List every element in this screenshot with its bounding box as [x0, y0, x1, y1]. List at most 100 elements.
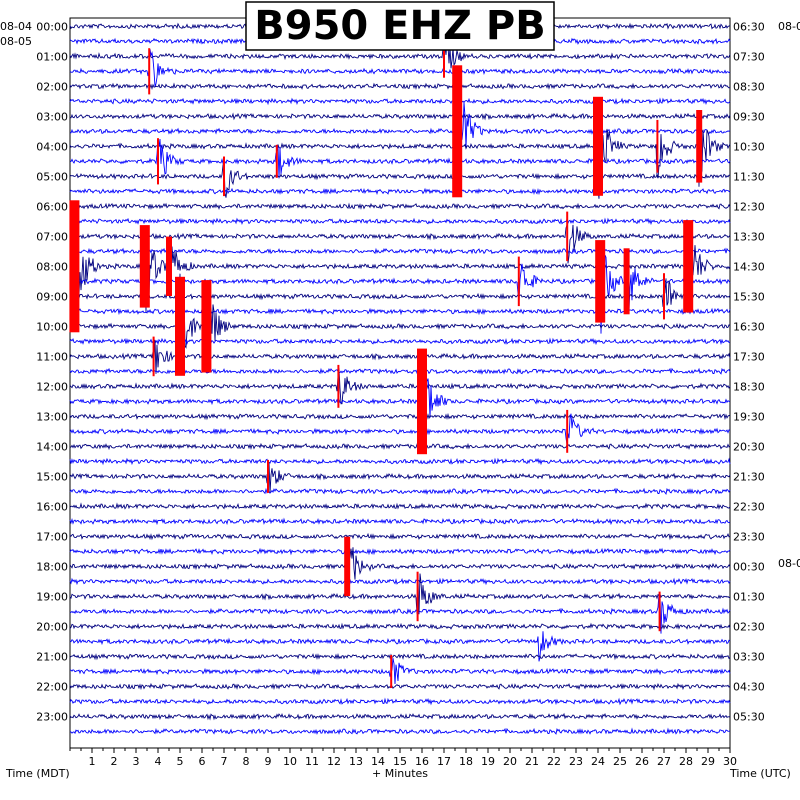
x-tick-label-21: 21 — [525, 755, 539, 768]
clip-marker-31-1 — [267, 459, 269, 493]
x-tick-label-18: 18 — [459, 755, 473, 768]
trace-line-13 — [69, 202, 731, 211]
right-hour-label-19: 00:30 — [733, 560, 765, 573]
x-tick-label-10: 10 — [283, 755, 297, 768]
trace-line-30 — [69, 457, 731, 466]
left-hour-label-19: 18:00 — [36, 560, 68, 573]
trace-group — [69, 22, 731, 735]
trace-line-34 — [69, 517, 731, 526]
left-hour-label-14: 13:00 — [36, 410, 68, 423]
left-hour-label-1: 00:00 — [36, 20, 68, 33]
right-hour-label-10: 15:30 — [733, 290, 765, 303]
clip-marker-18-1 — [517, 256, 520, 307]
trace-line-5 — [69, 82, 731, 91]
trace-line-46 — [69, 697, 731, 706]
x-tick-label-9: 9 — [265, 755, 272, 768]
left-hour-label-2: 01:00 — [36, 50, 68, 63]
trace-line-32 — [69, 487, 731, 495]
trace-line-16 — [69, 247, 731, 255]
trace-line-9 — [69, 117, 731, 199]
x-tick-label-13: 13 — [349, 755, 363, 768]
trace-line-31 — [69, 461, 731, 494]
trace-line-45 — [69, 682, 731, 691]
trace-line-40 — [69, 593, 731, 634]
clip-marker-18-3 — [623, 248, 630, 315]
right-hour-label-22: 03:30 — [733, 650, 765, 663]
clip-marker-18-2 — [595, 240, 606, 323]
x-tick-label-12: 12 — [327, 755, 341, 768]
right-hour-label-16: 21:30 — [733, 470, 765, 483]
clip-marker-9-3 — [696, 110, 703, 183]
trace-line-21 — [69, 273, 731, 358]
trace-line-6 — [69, 97, 731, 106]
left-hour-label-16: 15:00 — [36, 470, 68, 483]
clip-marker-25-1 — [337, 364, 340, 408]
trace-line-10 — [69, 138, 731, 179]
clip-marker-4-1 — [148, 48, 151, 95]
trace-line-42 — [69, 631, 731, 662]
x-tick-label-1: 1 — [89, 755, 96, 768]
right-hour-label-24: 05:30 — [733, 710, 765, 723]
left-date-label-1: 08-04 — [0, 20, 32, 33]
left-hour-label-5: 04:00 — [36, 140, 68, 153]
clip-marker-44-1 — [390, 655, 393, 688]
right-hour-label-2: 07:30 — [733, 50, 765, 63]
left-hour-label-17: 16:00 — [36, 500, 68, 513]
right-hour-label-8: 13:30 — [733, 230, 765, 243]
right-hour-label-13: 18:30 — [733, 380, 765, 393]
trace-line-47 — [69, 712, 731, 721]
right-date-label-2: 08-0 — [778, 557, 800, 570]
x-tick-label-16: 16 — [415, 755, 429, 768]
x-tick-label-28: 28 — [679, 755, 693, 768]
x-tick-label-6: 6 — [199, 755, 206, 768]
clip-marker-17-4 — [683, 220, 694, 313]
clip-marker-11-1 — [223, 156, 225, 197]
right-hour-label-17: 22:30 — [733, 500, 765, 513]
trace-line-29 — [69, 442, 731, 451]
clip-marker-19-1 — [663, 273, 665, 320]
trace-line-33 — [69, 502, 731, 510]
left-hour-label-18: 17:00 — [36, 530, 68, 543]
clip-group — [69, 34, 703, 688]
clip-marker-40-1 — [658, 591, 661, 632]
x-axis: 1 2 3 4 5 6 7 8 9 10 11 12 13 14 15 16 17 18 19 20 21 22 23 24 2… — [69, 748, 737, 768]
x-tick-label-5: 5 — [177, 755, 184, 768]
left-hour-label-12: 11:00 — [36, 350, 68, 363]
right-hour-label-12: 17:30 — [733, 350, 765, 363]
trace-line-35 — [69, 532, 731, 541]
trace-line-14 — [69, 217, 731, 226]
clip-marker-28-1 — [566, 409, 569, 453]
clip-marker-10-2 — [275, 144, 278, 178]
clip-marker-37-1 — [344, 536, 351, 597]
trace-line-27 — [69, 412, 731, 421]
clip-marker-3-1 — [443, 34, 445, 78]
x-tick-label-30: 30 — [723, 755, 737, 768]
chart-title: B950 EHZ PB — [254, 3, 545, 49]
trace-line-8 — [69, 92, 731, 172]
right-hour-label-14: 19:30 — [733, 410, 765, 423]
trace-line-7 — [69, 112, 731, 121]
clip-marker-17-3 — [166, 236, 172, 296]
x-tick-label-4: 4 — [155, 755, 162, 768]
trace-line-26 — [69, 349, 731, 442]
right-date-label-1: 08-0 — [778, 20, 800, 33]
right-hour-label-18: 23:30 — [733, 530, 765, 543]
trace-line-48 — [69, 727, 731, 735]
x-tick-label-27: 27 — [657, 755, 671, 768]
right-hour-label-21: 02:30 — [733, 620, 765, 633]
left-hour-label-3: 02:00 — [36, 80, 68, 93]
right-hour-label-4: 09:30 — [733, 110, 765, 123]
left-hour-label-22: 21:00 — [36, 650, 68, 663]
trace-line-4 — [69, 49, 731, 87]
x-tick-label-22: 22 — [547, 755, 561, 768]
x-tick-label-2: 2 — [111, 755, 118, 768]
left-hour-label-9: 08:00 — [36, 260, 68, 273]
trace-line-41 — [69, 622, 731, 631]
right-hour-label-3: 08:30 — [733, 80, 765, 93]
clip-marker-21-1 — [175, 276, 185, 376]
clip-marker-9-1 — [593, 96, 603, 196]
x-tick-label-11: 11 — [305, 755, 319, 768]
x-axis-label: + Minutes — [372, 767, 428, 780]
clip-marker-17-2 — [139, 225, 150, 308]
